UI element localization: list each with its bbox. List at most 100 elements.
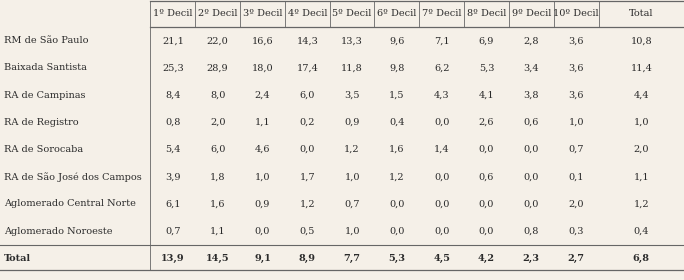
Text: 2,0: 2,0 xyxy=(633,145,649,154)
Text: 9,8: 9,8 xyxy=(389,64,404,73)
Text: 11,4: 11,4 xyxy=(631,64,652,73)
Text: 9º Decil: 9º Decil xyxy=(512,9,551,18)
Text: 0,7: 0,7 xyxy=(344,199,360,208)
Text: 1,6: 1,6 xyxy=(389,145,405,154)
Text: 0,0: 0,0 xyxy=(479,227,494,235)
Text: 13,3: 13,3 xyxy=(341,36,363,45)
Text: 1,8: 1,8 xyxy=(210,172,226,181)
Text: 0,0: 0,0 xyxy=(434,118,449,127)
Text: 9,6: 9,6 xyxy=(389,36,404,45)
Text: 5,4: 5,4 xyxy=(165,145,181,154)
Text: Baixada Santista: Baixada Santista xyxy=(4,64,87,73)
Text: 0,3: 0,3 xyxy=(568,227,584,235)
Text: 0,7: 0,7 xyxy=(165,227,181,235)
Text: 0,0: 0,0 xyxy=(524,199,539,208)
Text: 3,5: 3,5 xyxy=(344,91,360,100)
Text: RA de São José dos Campos: RA de São José dos Campos xyxy=(4,172,142,182)
Text: 0,9: 0,9 xyxy=(255,199,270,208)
Text: 14,3: 14,3 xyxy=(296,36,318,45)
Text: 6,1: 6,1 xyxy=(165,199,181,208)
Text: 6º Decil: 6º Decil xyxy=(377,9,417,18)
Text: 5º Decil: 5º Decil xyxy=(332,9,372,18)
Text: 0,2: 0,2 xyxy=(300,118,315,127)
Text: 16,6: 16,6 xyxy=(252,36,274,45)
Text: 0,0: 0,0 xyxy=(389,227,404,235)
Text: 0,8: 0,8 xyxy=(524,227,539,235)
Text: 25,3: 25,3 xyxy=(162,64,184,73)
Text: 14,5: 14,5 xyxy=(206,254,230,263)
Text: 0,0: 0,0 xyxy=(389,199,404,208)
Text: 3º Decil: 3º Decil xyxy=(243,9,282,18)
Text: 7º Decil: 7º Decil xyxy=(422,9,462,18)
Text: 3,9: 3,9 xyxy=(165,172,181,181)
Text: 1,0: 1,0 xyxy=(633,118,649,127)
Text: 2,6: 2,6 xyxy=(479,118,495,127)
Text: 0,1: 0,1 xyxy=(568,172,584,181)
Text: 0,0: 0,0 xyxy=(524,172,539,181)
Text: 3,6: 3,6 xyxy=(568,64,584,73)
Text: 1,1: 1,1 xyxy=(633,172,649,181)
Text: 9,1: 9,1 xyxy=(254,254,271,263)
Text: 0,0: 0,0 xyxy=(434,227,449,235)
Text: 0,0: 0,0 xyxy=(479,199,494,208)
Text: 1,1: 1,1 xyxy=(210,227,226,235)
Text: 3,8: 3,8 xyxy=(523,91,539,100)
Text: 4,3: 4,3 xyxy=(434,91,449,100)
Text: 4,2: 4,2 xyxy=(478,254,495,263)
Text: 4º Decil: 4º Decil xyxy=(287,9,327,18)
Text: 1,2: 1,2 xyxy=(344,145,360,154)
Text: 6,0: 6,0 xyxy=(300,91,315,100)
Text: 0,8: 0,8 xyxy=(166,118,181,127)
Text: 1,2: 1,2 xyxy=(633,199,649,208)
Text: 10,8: 10,8 xyxy=(631,36,652,45)
Text: 1,1: 1,1 xyxy=(254,118,270,127)
Text: 0,6: 0,6 xyxy=(524,118,539,127)
Text: Total: Total xyxy=(4,254,31,263)
Text: 5,3: 5,3 xyxy=(389,254,406,263)
Text: 4,4: 4,4 xyxy=(633,91,649,100)
Text: 0,0: 0,0 xyxy=(479,145,494,154)
Text: 6,9: 6,9 xyxy=(479,36,494,45)
Text: 0,4: 0,4 xyxy=(389,118,405,127)
Text: 5,3: 5,3 xyxy=(479,64,495,73)
Text: 1,5: 1,5 xyxy=(389,91,405,100)
Text: 1,7: 1,7 xyxy=(300,172,315,181)
Text: 8,4: 8,4 xyxy=(165,91,181,100)
Text: 3,6: 3,6 xyxy=(568,36,584,45)
Text: 13,9: 13,9 xyxy=(161,254,185,263)
Text: 4,5: 4,5 xyxy=(433,254,450,263)
Text: 1,2: 1,2 xyxy=(389,172,405,181)
Text: 1,0: 1,0 xyxy=(568,118,584,127)
Text: 3,6: 3,6 xyxy=(568,91,584,100)
Text: 0,0: 0,0 xyxy=(434,172,449,181)
Text: 0,0: 0,0 xyxy=(255,227,270,235)
Text: Aglomerado Central Norte: Aglomerado Central Norte xyxy=(4,199,136,208)
Text: 0,0: 0,0 xyxy=(434,199,449,208)
Text: 8º Decil: 8º Decil xyxy=(466,9,506,18)
Text: 6,8: 6,8 xyxy=(633,254,650,263)
Text: 3,4: 3,4 xyxy=(523,64,539,73)
Text: 0,4: 0,4 xyxy=(633,227,649,235)
Text: RA de Sorocaba: RA de Sorocaba xyxy=(4,145,83,154)
Text: 8,9: 8,9 xyxy=(299,254,316,263)
Text: 2º Decil: 2º Decil xyxy=(198,9,237,18)
Text: 1,0: 1,0 xyxy=(344,172,360,181)
Text: 1º Decil: 1º Decil xyxy=(153,9,193,18)
Text: 1,4: 1,4 xyxy=(434,145,449,154)
Text: 17,4: 17,4 xyxy=(296,64,318,73)
Text: 2,3: 2,3 xyxy=(523,254,540,263)
Text: 2,4: 2,4 xyxy=(254,91,270,100)
Text: 2,0: 2,0 xyxy=(210,118,226,127)
Text: 2,7: 2,7 xyxy=(568,254,585,263)
Text: 2,8: 2,8 xyxy=(523,36,539,45)
Text: 1,2: 1,2 xyxy=(300,199,315,208)
Text: 4,6: 4,6 xyxy=(254,145,270,154)
Text: 0,9: 0,9 xyxy=(345,118,360,127)
Text: 10º Decil: 10º Decil xyxy=(553,9,599,18)
Text: 0,0: 0,0 xyxy=(300,145,315,154)
Text: 0,5: 0,5 xyxy=(300,227,315,235)
Text: RA de Registro: RA de Registro xyxy=(4,118,79,127)
Text: 18,0: 18,0 xyxy=(252,64,274,73)
Text: 11,8: 11,8 xyxy=(341,64,363,73)
Text: Total: Total xyxy=(629,9,653,18)
